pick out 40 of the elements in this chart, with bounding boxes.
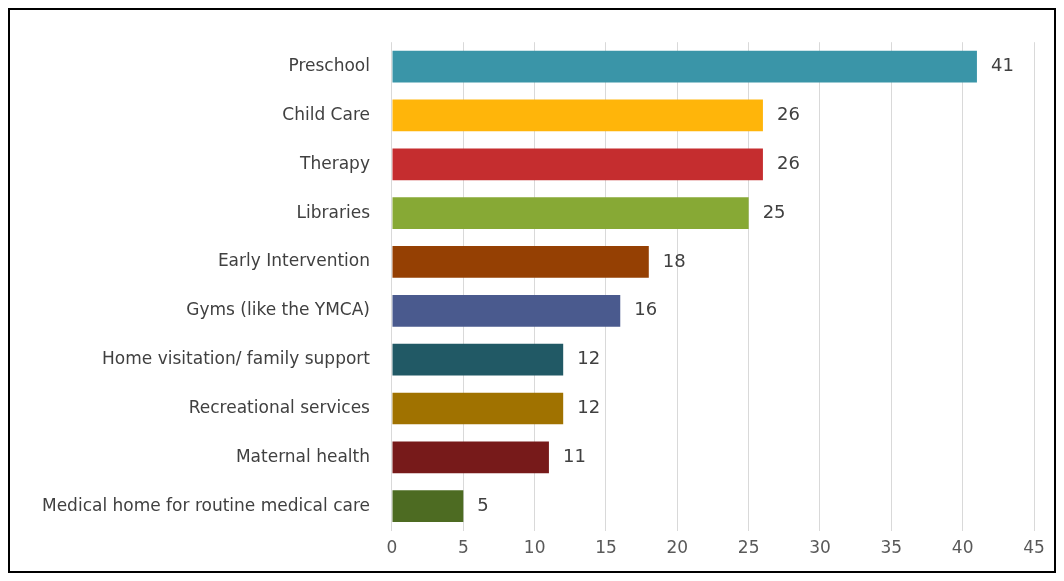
y-tick-label: Child Care [282,103,370,124]
bar [392,197,749,230]
bar [392,441,549,474]
data-label: 25 [762,200,786,222]
y-tick-label: Therapy [299,152,370,173]
y-tick-label: Libraries [296,201,371,222]
bar [392,50,977,83]
data-label: 11 [562,445,586,467]
y-tick-label: Medical home for routine medical care [41,494,370,515]
bar [392,294,621,327]
y-tick-label: Home visitation/ family support [102,348,371,369]
data-label: 18 [662,249,686,271]
x-tick-label: 0 [386,537,398,558]
bar [392,99,763,132]
bar [392,392,564,425]
data-label: 12 [577,347,601,369]
x-tick-label: 40 [951,537,974,558]
x-tick-label: 25 [737,537,760,558]
bar [392,246,649,278]
x-tick-label: 10 [523,537,546,558]
x-tick-label: 15 [595,537,617,558]
bar [392,490,464,523]
x-tick-label: 20 [666,537,689,558]
y-tick-label: Maternal health [235,445,370,466]
bar [392,148,763,181]
data-label: 12 [577,396,601,418]
bar [392,343,564,376]
data-label: 41 [990,54,1014,76]
y-tick-label: Gyms (like the YMCA) [186,299,370,320]
data-label: 26 [776,151,800,173]
x-tick-label: 35 [880,537,903,558]
y-tick-label: Early Intervention [217,250,370,271]
x-tick-label: 45 [1023,537,1045,558]
data-label: 26 [776,103,800,125]
data-label: 16 [634,298,658,320]
x-tick-label: 30 [809,537,831,558]
x-tick-label: 5 [457,537,469,558]
y-tick-label: Recreational services [188,396,371,417]
y-tick-label: Preschool [288,55,370,76]
data-label: 5 [477,493,489,515]
